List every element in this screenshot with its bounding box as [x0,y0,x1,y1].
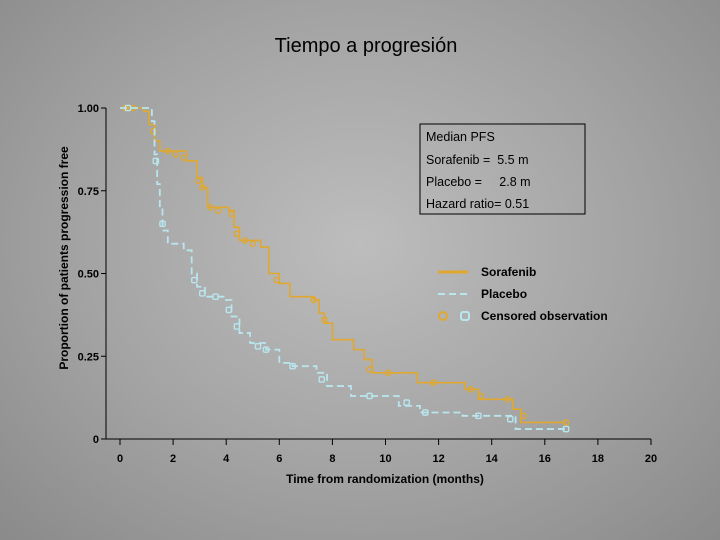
placebo-censored-marker [233,323,241,330]
series-layer [120,104,570,433]
placebo-censored-marker [403,399,411,406]
sorafenib-censored-marker [172,151,180,158]
placebo-censored-marker [475,412,482,420]
sorafenib-censored-marker [366,366,373,373]
y-axis-label: Proportion of patients progression free [57,146,71,370]
x-tick-label: 4 [223,453,230,465]
placebo-censored-marker [289,362,296,370]
placebo-censored-marker [562,425,570,433]
sorafenib-censored-marker [228,210,235,218]
sorafenib-censored-marker [180,154,188,161]
placebo-censored-marker [191,276,198,284]
sorafenib-censored-marker [233,230,241,238]
placebo-curve [120,107,567,430]
x-tick-label: 2 [170,453,176,465]
x-tick-label: 14 [486,453,499,465]
placebo-censored-marker [124,104,132,112]
sorafenib-censored-marker [195,177,202,185]
sorafenib-censored-marker [321,316,328,324]
placebo-censored-marker [152,157,160,165]
median-pfs-box: Median PFS Sorafenib = 5.5 m Placebo = 2… [419,123,586,215]
placebo-censored-marker [199,290,206,297]
legend-censored-sorafenib-marker [438,311,448,321]
x-tick-label: 12 [432,453,444,465]
median-pfs-frame [419,123,586,215]
placebo-censored-marker [225,306,233,314]
x-axis-label: Time from randomization (months) [286,472,484,486]
sorafenib-censored-marker [249,240,257,248]
legend-label-censored: Censored observation [481,309,608,323]
sorafenib-censored-marker [164,147,172,155]
legend-label-sorafenib: Sorafenib [481,265,536,279]
sorafenib-censored-marker [241,237,249,244]
x-ticks: 0 2 4 6 8 10 12 14 16 18 20 [117,439,657,465]
placebo-censored-marker [422,409,429,416]
y-ticks: 0 0.25 0.50 0.75 1.00 [78,103,106,446]
placebo-censored-marker [159,220,166,228]
sorafenib-censored-marker [310,296,318,304]
sorafenib-censored-marker [477,392,485,400]
placebo-censored-marker [318,376,326,383]
sorafenib-censored-marker [273,276,280,284]
placebo-censored-marker [212,293,219,300]
placebo-censored-marker [506,415,514,423]
median-sorafenib: Sorafenib = 5.5 m [426,153,529,167]
sorafenib-censored-marker [429,379,437,387]
sorafenib-censored-marker [520,412,527,420]
sorafenib-censored-marker [206,203,214,211]
placebo-censored-marker [366,392,373,400]
sorafenib-censored-marker [199,184,206,191]
legend-censored-placebo-marker [460,311,470,321]
legend: Sorafenib Placebo Censored observation [438,265,608,323]
chart-title: Tiempo a progresión [275,35,458,57]
hazard-ratio: Hazard ratio= 0.51 [426,197,529,211]
sorafenib-censored-marker [562,419,570,426]
median-placebo: Placebo = 2.8 m [426,175,531,189]
x-tick-label: 8 [329,453,335,465]
x-tick-label: 10 [379,453,391,465]
placebo-censored-marker [262,346,270,353]
y-tick-label: 1.00 [78,103,99,115]
y-tick-label: 0.50 [78,269,99,281]
x-tick-label: 20 [645,453,657,465]
y-tick-label: 0.75 [78,186,99,198]
y-tick-label: 0.25 [78,351,99,363]
sorafenib-censored-marker [384,369,392,377]
median-pfs-heading: Median PFS [426,130,495,144]
sorafenib-censored-marker [467,386,474,393]
legend-label-placebo: Placebo [481,287,527,301]
x-tick-label: 0 [117,453,123,465]
sorafenib-censored-marker [214,207,222,214]
sorafenib-censored-marker [504,395,511,403]
sorafenib-curve [120,107,567,424]
x-tick-label: 6 [276,453,282,465]
x-tick-label: 18 [592,453,604,465]
y-tick-label: 0 [93,434,99,446]
x-tick-label: 16 [539,453,551,465]
sorafenib-censored-marker [149,127,157,135]
placebo-censored-marker [254,343,262,350]
